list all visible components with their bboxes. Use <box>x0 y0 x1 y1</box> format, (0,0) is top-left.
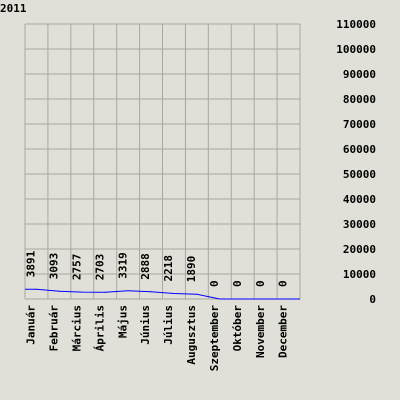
y-tick-label: 60000 <box>343 143 376 156</box>
data-label: 0 <box>231 280 244 287</box>
series-layer <box>25 288 300 300</box>
y-tick-label: 90000 <box>343 68 376 81</box>
x-tick-label: Szeptember <box>208 305 221 372</box>
data-point <box>219 298 221 300</box>
data-point <box>150 291 152 293</box>
x-tick-label: Január <box>25 305 38 345</box>
data-point <box>35 288 37 290</box>
data-label: 1890 <box>185 256 198 283</box>
y-tick-label: 30000 <box>343 218 376 231</box>
y-tick-label: 50000 <box>343 168 376 181</box>
y-tick-label: 100000 <box>336 43 376 56</box>
y-tick-label: 80000 <box>343 93 376 106</box>
data-label: 3093 <box>48 253 61 280</box>
data-point <box>265 298 267 300</box>
x-axis-tick-labels: Január Február Március Április Május Június Jú… <box>25 305 290 372</box>
x-tick-label: December <box>277 305 290 358</box>
y-tick-label: 0 <box>369 293 376 306</box>
data-label: 3319 <box>116 252 129 279</box>
x-tick-label: Március <box>71 305 84 351</box>
data-label: 3891 <box>25 250 38 277</box>
y-tick-label: 10000 <box>343 268 376 281</box>
data-point <box>127 290 129 292</box>
grid <box>24 23 301 300</box>
data-label: 0 <box>254 280 267 287</box>
data-point <box>58 290 60 292</box>
x-tick-label: Február <box>48 305 61 352</box>
series-line <box>25 288 300 300</box>
data-label: 2888 <box>139 253 152 280</box>
data-point <box>288 298 290 300</box>
y-tick-label: 40000 <box>343 193 376 206</box>
data-label: 2218 <box>162 255 175 282</box>
x-tick-label: Augusztus <box>185 305 198 365</box>
data-point <box>81 291 83 293</box>
x-tick-label: Április <box>93 305 106 351</box>
y-tick-label: 70000 <box>343 118 376 131</box>
data-label: 0 <box>277 280 290 287</box>
value-labels: 3891 3093 2757 2703 3319 2888 2218 1890 0 0 0 0 <box>25 250 290 287</box>
data-point <box>173 292 175 294</box>
y-tick-label: 20000 <box>343 243 376 256</box>
data-point <box>104 291 106 293</box>
data-label: 2703 <box>93 254 106 281</box>
x-tick-label: Október <box>231 305 244 352</box>
x-tick-label: Július <box>162 305 175 345</box>
data-label: 2757 <box>71 254 84 281</box>
data-label: 0 <box>208 280 221 287</box>
data-point <box>242 298 244 300</box>
data-point <box>196 293 198 295</box>
x-tick-label: November <box>254 305 267 358</box>
x-tick-label: Május <box>116 305 129 338</box>
y-tick-label: 110000 <box>336 18 376 31</box>
x-tick-label: Június <box>139 305 152 345</box>
y-axis-tick-labels: 0 10000 20000 30000 40000 50000 60000 70000 8000… <box>336 18 376 306</box>
chart-title: 2011 <box>0 2 27 15</box>
